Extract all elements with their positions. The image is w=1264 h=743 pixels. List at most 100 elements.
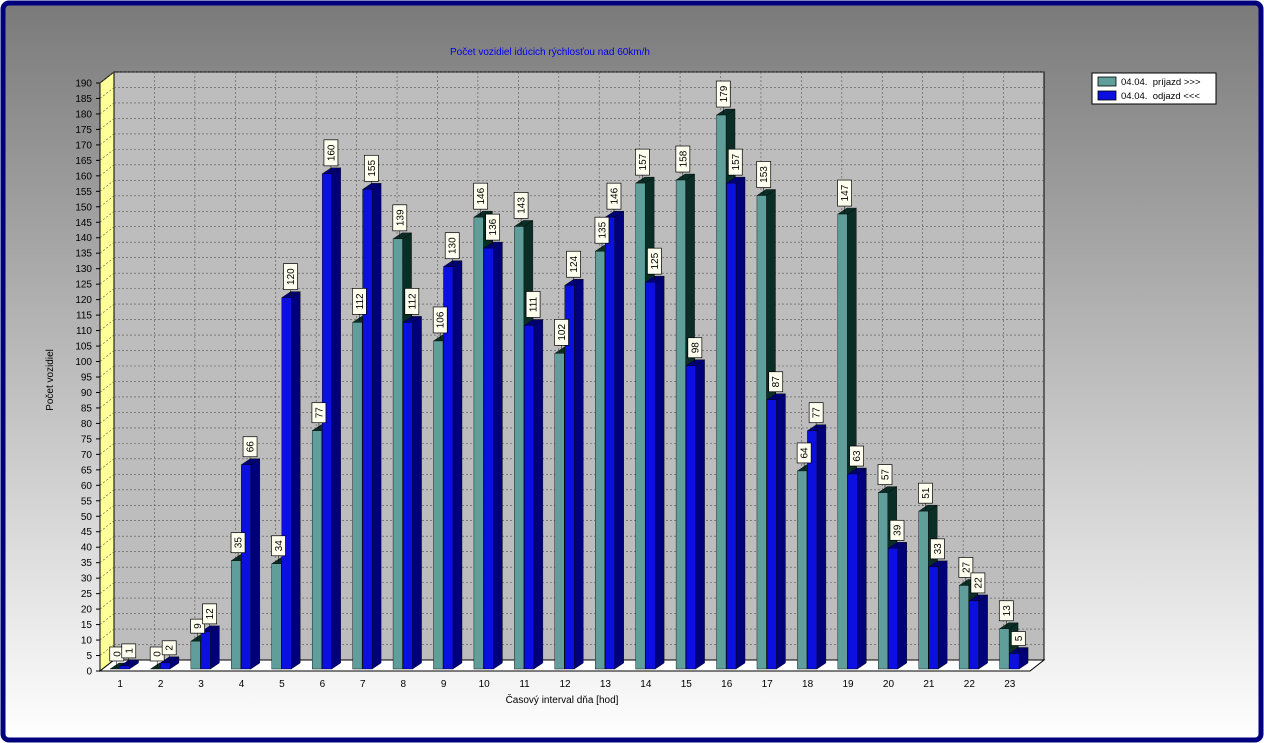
label-box	[635, 148, 650, 176]
label-box	[675, 145, 691, 173]
x-tick-label: 9	[441, 679, 447, 690]
label-box	[837, 179, 852, 207]
bar-odjazd-17	[766, 393, 787, 670]
value-label-text: 130	[448, 237, 459, 254]
value-label-odjazd-9: 130	[444, 232, 460, 265]
label-box	[323, 139, 339, 167]
bar-front	[645, 281, 656, 670]
y-tick-label: 180	[75, 109, 92, 120]
y-tick-label: 90	[81, 388, 93, 399]
value-label-odjazd-10: 136	[485, 213, 501, 247]
y-tick-label: 5	[86, 651, 92, 662]
value-label-odjazd-11: 111	[525, 291, 541, 324]
y-tick-label: 165	[75, 156, 92, 167]
bar-side	[412, 316, 422, 670]
gridline-wall	[99, 535, 115, 548]
label-box	[190, 618, 205, 634]
y-tick-label: 115	[76, 311, 92, 322]
bar-side	[574, 278, 584, 670]
gridline-wall	[99, 319, 115, 331]
bar-front	[797, 470, 808, 670]
bar-front	[716, 114, 727, 670]
bar-front	[362, 189, 373, 670]
value-label-odjazd-20: 39	[889, 519, 905, 547]
y-tick-label: 55	[81, 496, 93, 507]
value-label-prijazd-21: 51	[918, 482, 933, 510]
value-label-prijazd-16: 179	[715, 80, 731, 114]
value-label-odjazd-15: 98	[687, 337, 703, 364]
gridline-wall	[99, 644, 115, 656]
x-tick-label: 13	[600, 679, 612, 690]
gridline-wall	[99, 102, 115, 115]
label-box	[930, 538, 945, 560]
label-box	[311, 402, 327, 424]
value-label-text: 13	[1002, 605, 1013, 617]
value-labels: 0102912356634120771601121551391121061301…	[109, 80, 1026, 667]
value-label-text: 143	[517, 197, 528, 214]
bar-odjazd-14	[644, 275, 665, 670]
y-tick-label: 15	[81, 620, 93, 631]
value-label-text: 0	[153, 651, 164, 657]
value-label-text: 147	[840, 184, 851, 201]
value-label-prijazd-20: 57	[877, 464, 893, 491]
gridline-wall	[99, 87, 115, 99]
bar-odjazd-15	[685, 359, 706, 670]
value-label-prijazd-6: 77	[311, 402, 327, 429]
x-tick-label: 23	[1004, 679, 1016, 690]
value-label-prijazd-23: 13	[998, 600, 1014, 627]
label-box	[877, 464, 893, 485]
y-tick-label: 40	[81, 543, 93, 554]
bar-odjazd-8	[402, 316, 423, 670]
label-box	[647, 247, 662, 275]
value-label-text: 66	[246, 441, 257, 453]
gridline-wall	[99, 288, 115, 300]
bar-odjazd-6	[321, 167, 342, 670]
value-label-odjazd-13: 146	[606, 182, 622, 216]
x-tick-label: 8	[400, 679, 406, 690]
bar-front	[402, 322, 413, 670]
value-label-text: 124	[569, 255, 580, 272]
value-label-text: 77	[812, 407, 823, 419]
value-label-text: 35	[234, 537, 245, 549]
value-label-prijazd-17: 153	[756, 161, 772, 194]
bar-side	[371, 182, 382, 670]
value-label-prijazd-22: 27	[958, 557, 974, 584]
chart-title: Počet vozidiel idúcich rýchlosťou nad 60…	[450, 47, 650, 58]
x-tick-label: 2	[158, 679, 164, 690]
bar-front	[675, 179, 686, 670]
bar-front	[807, 430, 818, 670]
y-axis-label: Počet vozidiel	[45, 349, 56, 411]
bar-side	[897, 541, 907, 670]
bar-front	[756, 195, 767, 670]
y-tick-label: 105	[75, 342, 92, 353]
bar-side	[291, 291, 301, 670]
bar-front	[443, 266, 454, 670]
bar-front	[433, 340, 444, 670]
bar-odjazd-23	[1008, 647, 1029, 670]
gridline-wall	[99, 381, 115, 393]
bar-front	[564, 285, 575, 670]
x-tick-label: 10	[479, 679, 491, 690]
value-label-prijazd-13: 135	[594, 216, 610, 250]
bar-odjazd-1	[119, 659, 140, 670]
value-label-text: 157	[731, 153, 742, 170]
gridline-wall	[99, 520, 115, 532]
bar-odjazd-7	[361, 182, 382, 670]
value-label-text: 87	[771, 376, 782, 388]
gridline-wall	[99, 458, 115, 471]
label-box	[889, 519, 905, 541]
gridline-wall	[99, 613, 115, 625]
gridline-wall	[99, 226, 115, 238]
x-tick-label: 6	[320, 679, 326, 690]
bar-front	[878, 492, 888, 670]
label-box	[283, 263, 298, 290]
label-box	[230, 532, 246, 554]
y-tick-label: 110	[76, 326, 92, 337]
value-label-odjazd-12: 124	[566, 250, 581, 284]
value-label-text: 135	[597, 221, 608, 238]
x-tick-label: 1	[117, 679, 123, 690]
gridline-wall	[99, 412, 115, 424]
bar-front	[685, 365, 696, 670]
y-tick-label: 10	[81, 636, 93, 647]
label-box	[756, 161, 772, 188]
